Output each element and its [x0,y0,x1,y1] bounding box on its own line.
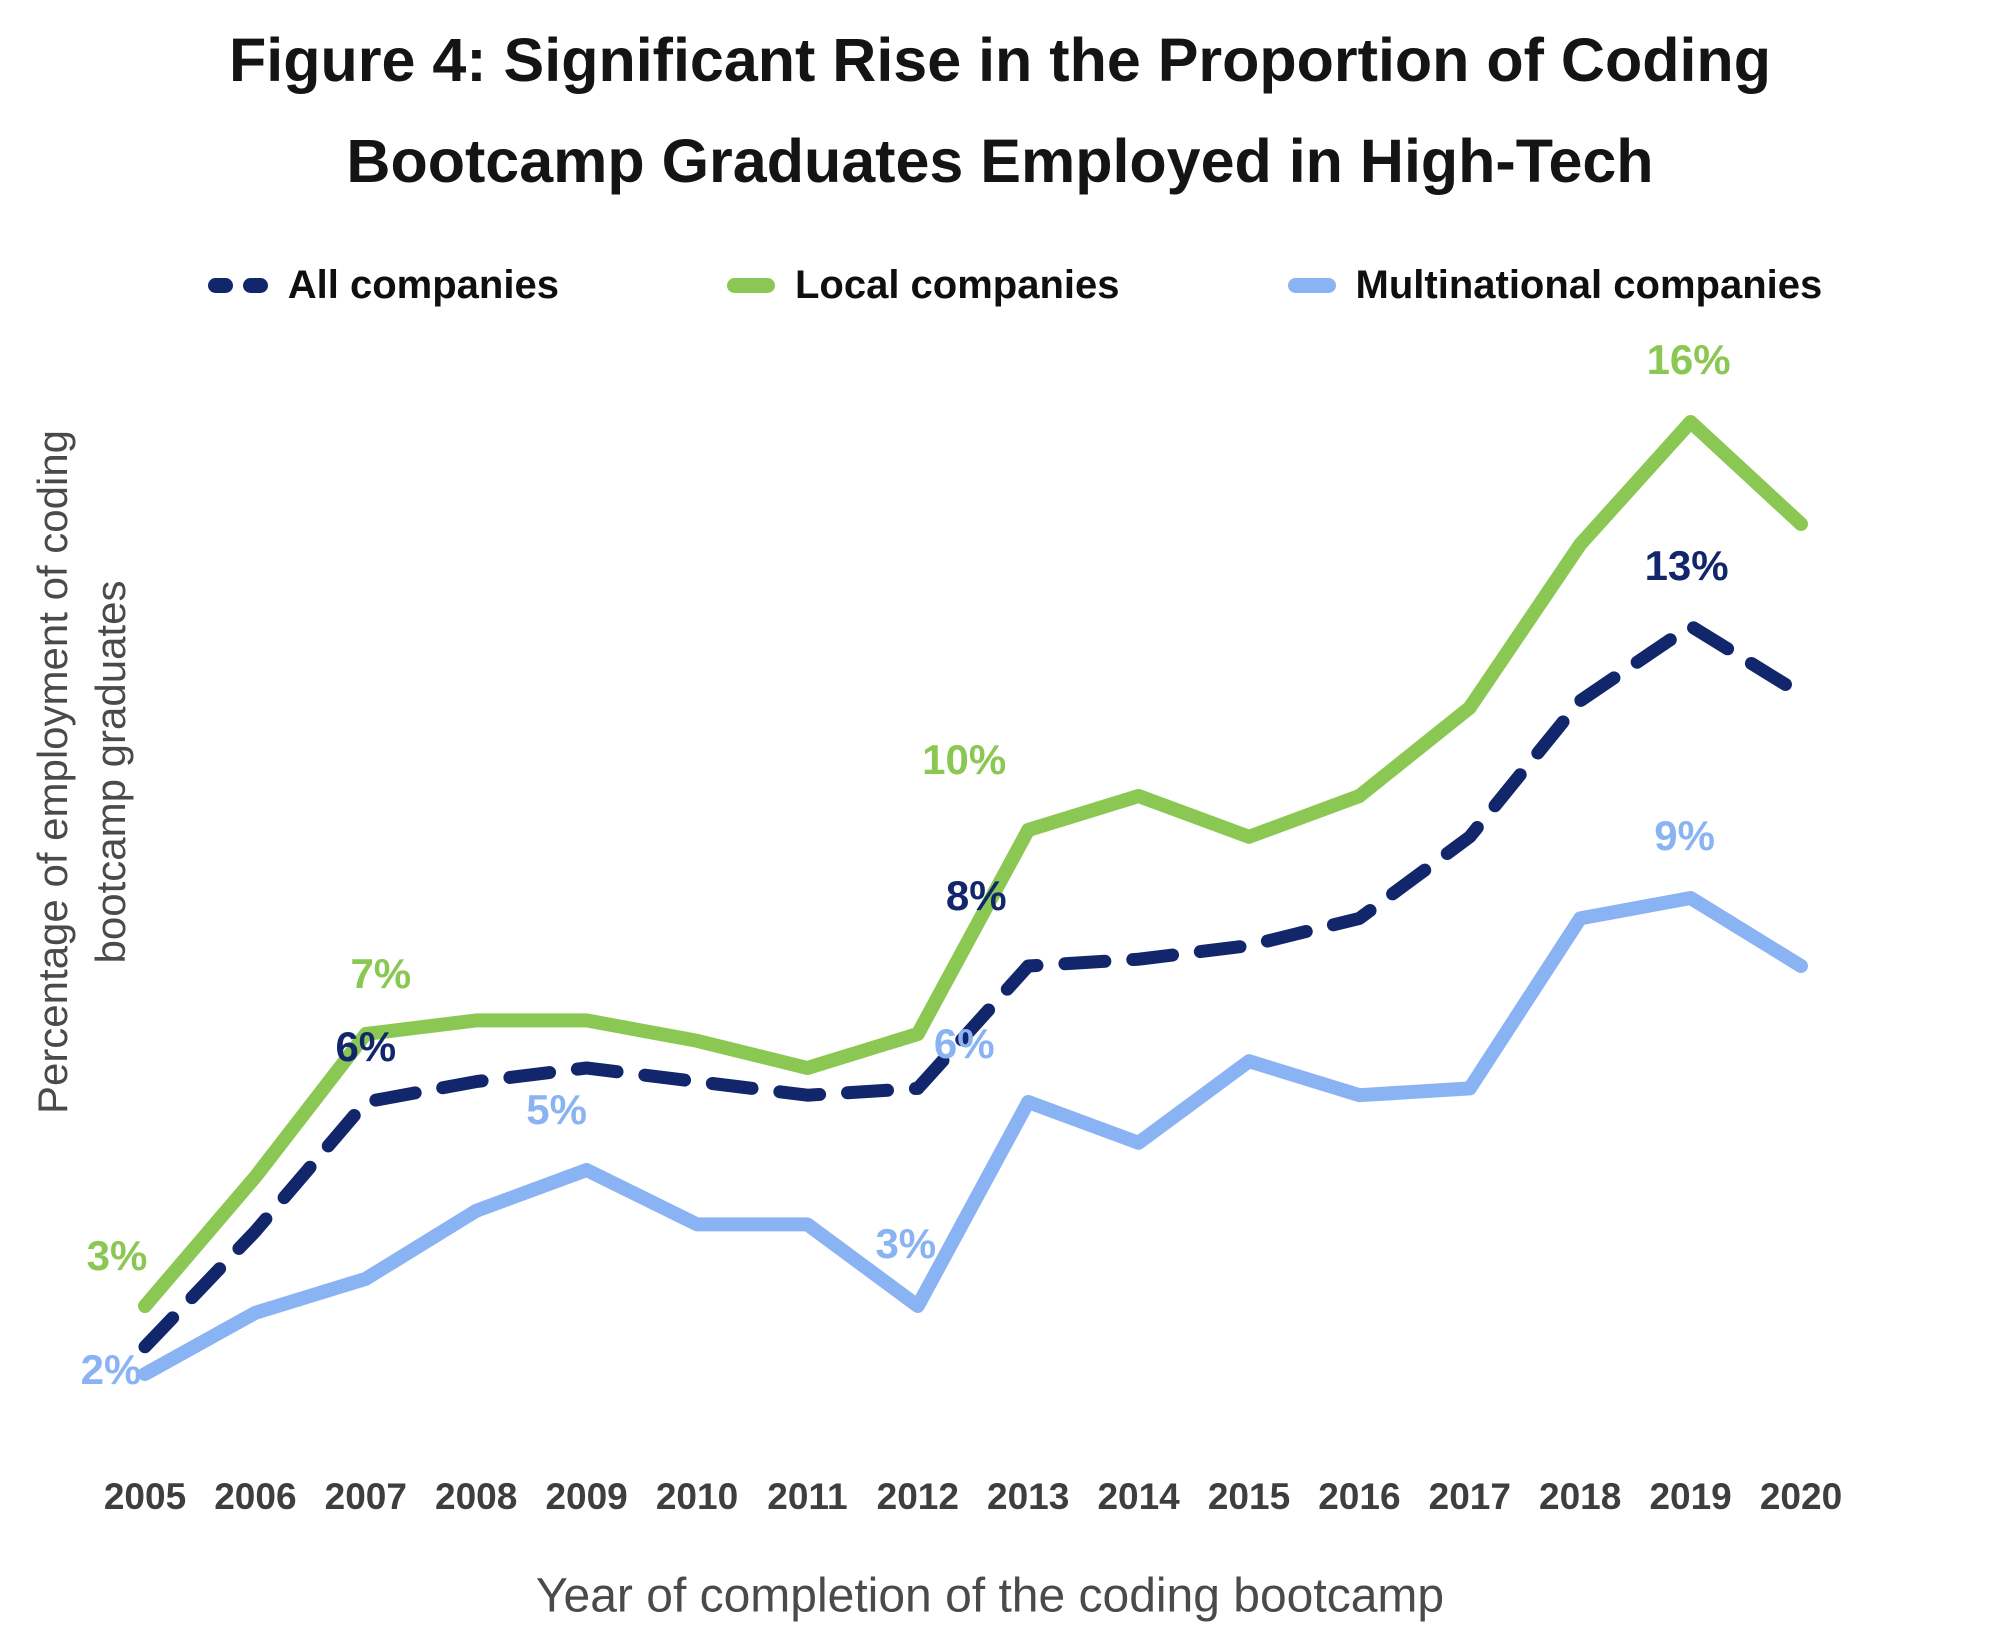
x-tick-label-2007: 2007 [324,1476,407,1517]
x-tick-label-2014: 2014 [1097,1476,1180,1517]
legend-item-multinational-companies: Multinational companies [1287,262,1823,308]
data-label-local-companies-2007: 7% [350,950,412,997]
multinational-companies-line [138,891,1808,1381]
data-label-multinational-companies-2013: 6% [933,1020,995,1067]
x-tick-label-2013: 2013 [987,1476,1070,1517]
x-tick-label-2006: 2006 [214,1476,297,1517]
x-tick-label-2020: 2020 [1759,1476,1843,1517]
legend-label-multinational-companies: Multinational companies [1355,262,1823,307]
x-tick-label-2015: 2015 [1207,1476,1291,1517]
data-label-all-companies-2007: 6% [335,1023,397,1070]
x-tick-label-2008: 2008 [435,1476,518,1517]
legend-line-segment [1287,277,1336,293]
data-label-all-companies-2019: 13% [1644,542,1729,589]
solid-line-swatch-icon [1287,277,1336,293]
data-label-all-companies-2013: 8% [945,872,1007,919]
data-label-local-companies-2005: 3% [86,1232,148,1279]
x-tick-label-2005: 2005 [103,1476,187,1517]
x-tick-label-2009: 2009 [545,1476,628,1517]
legend-item-local-companies: Local companies [726,262,1120,308]
local-companies-line [138,415,1808,1313]
x-tick-label-2011: 2011 [767,1476,848,1517]
dashed-line-swatch-icon [207,277,268,293]
chart-legend: All companies Local companies Multinatio… [65,255,1965,315]
chart-title: Figure 4: Significant Rise in the Propor… [0,10,2000,213]
data-label-multinational-companies-2019: 9% [1654,812,1715,859]
x-tick-label-2012: 2012 [876,1476,959,1517]
x-tick-label-2010: 2010 [655,1476,739,1517]
solid-line-swatch-icon [726,277,775,293]
data-label-local-companies-2013: 10% [922,736,1007,783]
data-label-local-companies-2019: 16% [1646,336,1731,383]
x-axis-title: Year of completion of the coding bootcam… [535,1569,1445,1623]
x-tick-label-2018: 2018 [1539,1476,1622,1517]
legend-item-all-companies: All companies [207,262,559,308]
legend-label-local-companies: Local companies [794,262,1120,307]
chart-title-line-1: Figure 4: Significant Rise in the Propor… [229,26,1771,94]
legend-dash-segment [207,277,233,293]
legend-line-segment [726,277,775,293]
all-companies-line [138,619,1808,1354]
data-label-multinational-companies-2012: 3% [875,1220,937,1267]
data-label-multinational-companies-2005: 2% [80,1346,142,1393]
x-tick-label-2016: 2016 [1318,1476,1401,1517]
x-tick-label-2019: 2019 [1649,1476,1732,1517]
data-label-multinational-companies-2009: 5% [526,1086,587,1133]
legend-label-all-companies: All companies [287,262,559,307]
legend-dash-segment [242,277,268,293]
chart-title-line-2: Bootcamp Graduates Employed in High-Tech [346,127,1654,196]
x-tick-label-2017: 2017 [1428,1476,1511,1517]
